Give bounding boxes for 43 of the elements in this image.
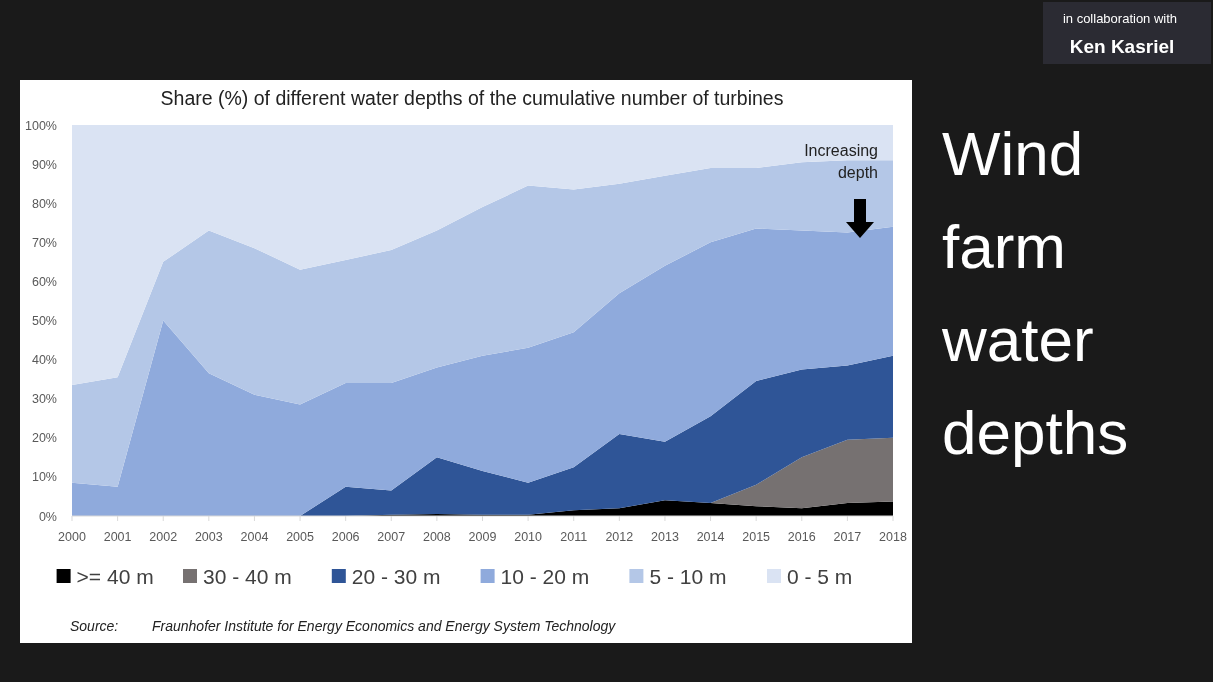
source-note: Source: <box>70 618 119 634</box>
y-tick-label: 10% <box>31 470 57 485</box>
legend-label: 30 - 40 m <box>203 565 292 588</box>
y-tick-label: 70% <box>31 235 57 250</box>
text: Wind farm water depths <box>941 119 1129 467</box>
x-tick-label: 2017 <box>833 530 862 544</box>
x-tick-label: 2008 <box>422 530 451 544</box>
text: Ken Kasriel <box>1069 36 1175 57</box>
x-tick-label: 2000 <box>58 530 86 544</box>
legend-label: >= 40 m <box>76 565 154 588</box>
x-tick-label: 2004 <box>240 530 269 544</box>
y-tick-label: 100% <box>25 118 57 133</box>
x-tick-label: 2015 <box>742 530 771 544</box>
x-tick-label: 2001 <box>103 530 132 544</box>
x-tick-label: 2005 <box>286 530 315 544</box>
y-tick-label: 0% <box>38 509 57 524</box>
x-tick-label: 2006 <box>331 530 360 544</box>
x-tick-label: 2010 <box>514 530 543 544</box>
x-tick-label: 2009 <box>468 530 497 544</box>
x-tick-label: 2007 <box>377 530 406 544</box>
x-tick-label: 2013 <box>651 530 679 544</box>
y-tick-label: 30% <box>31 392 57 407</box>
x-tick-label: 2014 <box>696 530 725 544</box>
text: Fraunhofer Institute for Energy Economics and Energy System Technology <box>152 618 617 634</box>
x-tick-label: 2002 <box>149 530 178 544</box>
y-tick-label: 90% <box>31 157 57 172</box>
chart-title: Share (%) of different water depths of the cumulative number of turbines <box>160 87 784 109</box>
legend-label: 5 - 10 m <box>649 565 727 588</box>
y-tick-label: 50% <box>31 314 57 328</box>
legend-label: 10 - 20 m <box>500 565 590 588</box>
legend-label: 20 - 30 m <box>351 565 441 588</box>
x-tick-label: 2018 <box>879 530 907 544</box>
y-tick-label: 60% <box>31 274 57 289</box>
x-tick-label: 2016 <box>787 530 816 544</box>
y-tick-label: 20% <box>31 431 57 446</box>
text: in collaboration with <box>1062 11 1178 26</box>
x-tick-label: 2011 <box>560 530 588 544</box>
y-tick-label: 40% <box>31 353 57 368</box>
x-tick-label: 2012 <box>605 530 634 544</box>
y-tick-label: 80% <box>31 196 57 211</box>
legend-label: 0 - 5 m <box>787 565 853 588</box>
annotation: Increasing depth <box>804 142 878 181</box>
x-tick-label: 2003 <box>194 530 223 544</box>
